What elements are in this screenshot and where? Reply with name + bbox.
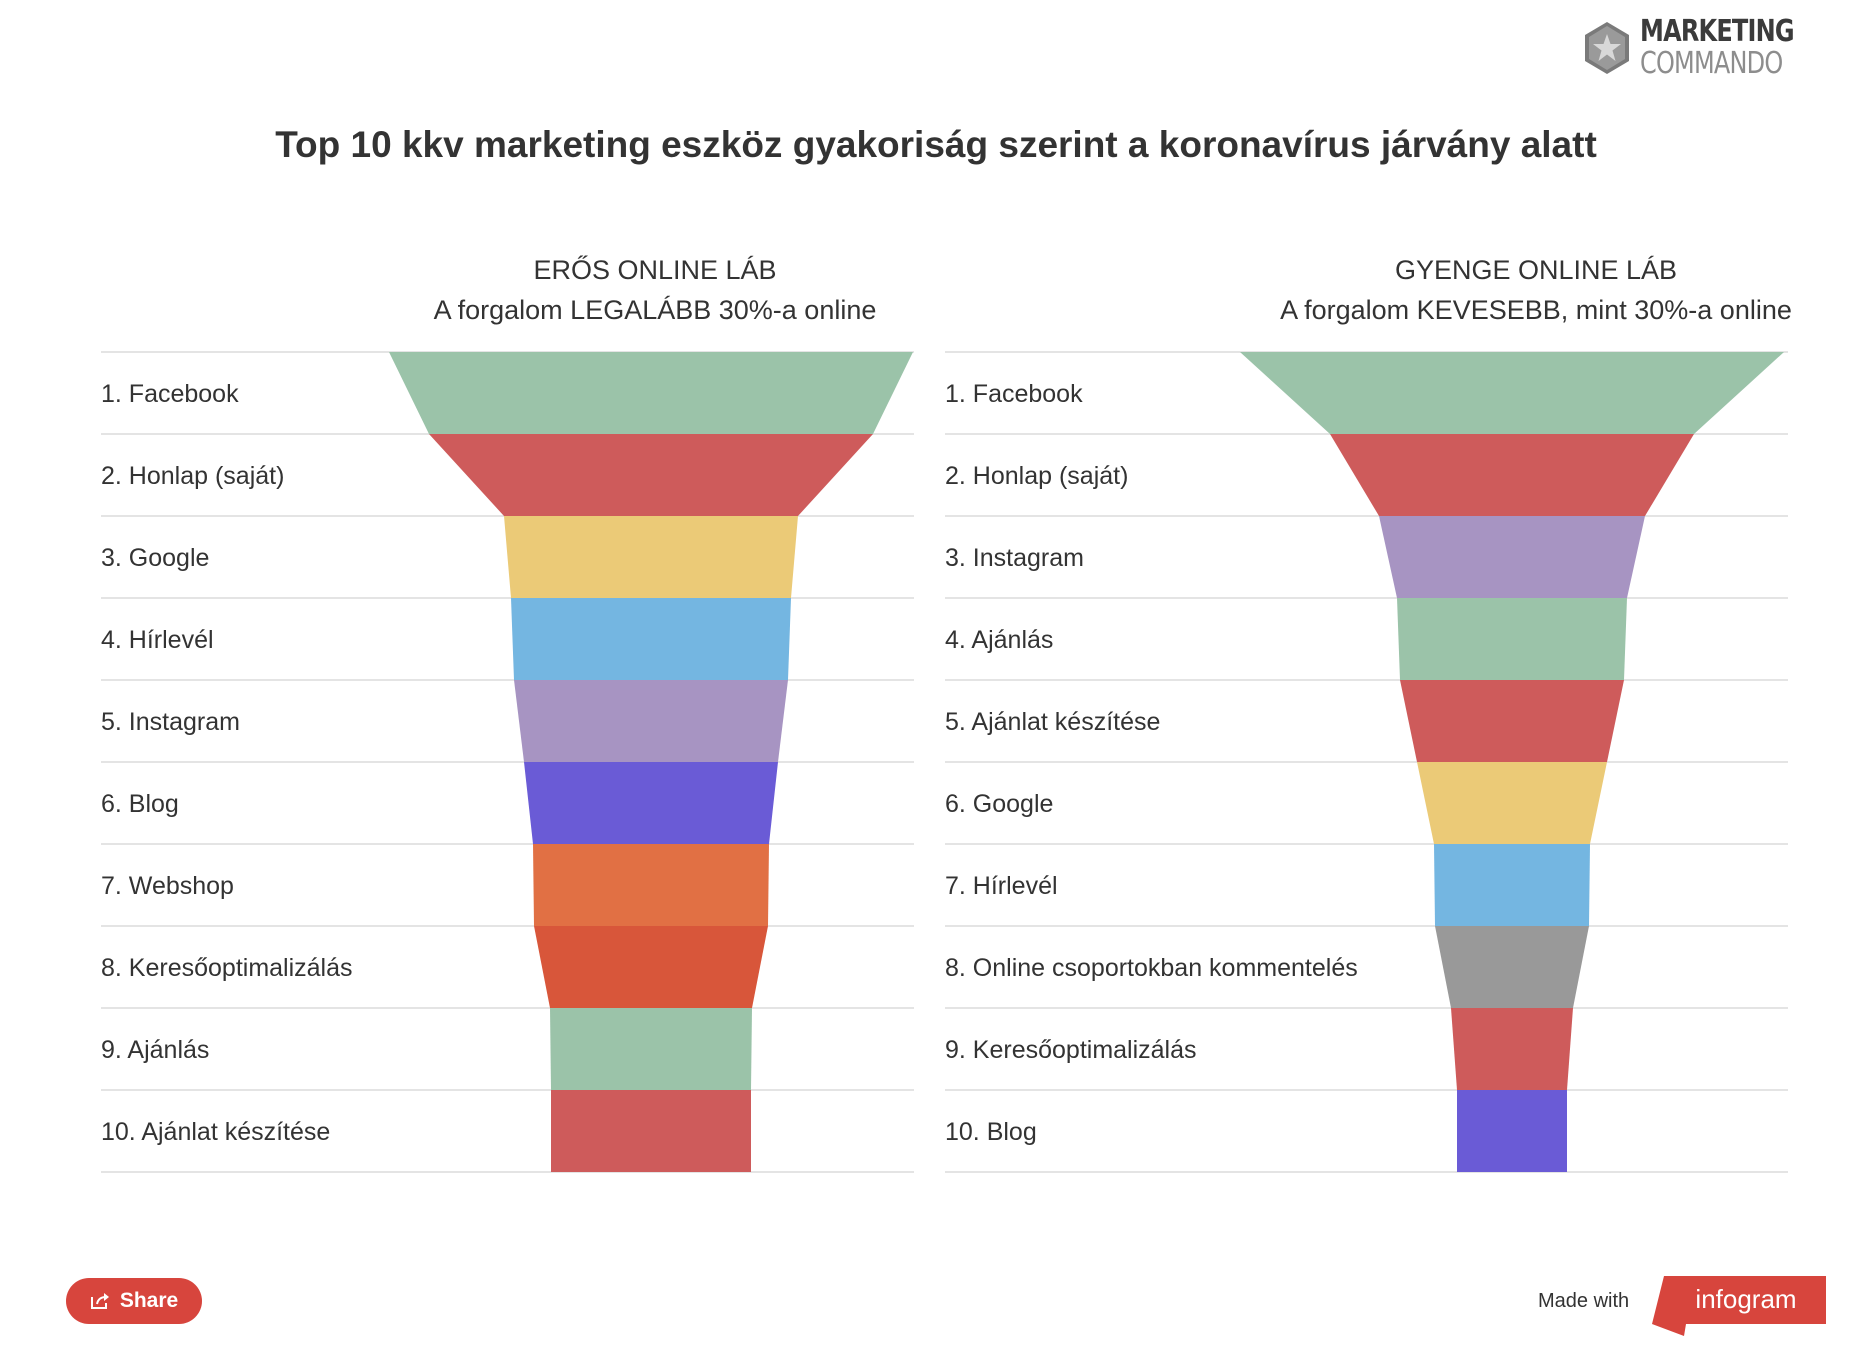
share-icon <box>90 1293 109 1309</box>
category-label: 4. Hírlevél <box>101 626 214 654</box>
share-button[interactable]: Share <box>66 1278 202 1324</box>
category-label: 8. Keresőoptimalizálás <box>101 954 353 982</box>
category-label: 7. Webshop <box>101 872 234 900</box>
funnel-segment <box>1435 926 1589 1008</box>
funnel-segment <box>533 844 769 926</box>
category-label: 4. Ajánlás <box>945 626 1053 654</box>
marketing-commando-logo: MARKETING COMMANDO <box>1582 14 1832 82</box>
funnel-segment <box>389 352 913 434</box>
funnel-segment <box>1457 1090 1567 1172</box>
funnel-segment <box>1400 680 1624 762</box>
category-label: 5. Ajánlat készítése <box>945 708 1160 736</box>
funnel-segment <box>1451 1008 1573 1090</box>
category-label: 3. Google <box>101 544 209 572</box>
page-title: Top 10 kkv marketing eszköz gyakoriság s… <box>275 124 1597 165</box>
infogram-label: infogram <box>1695 1284 1796 1314</box>
funnel-title-line1: ERŐS ONLINE LÁB <box>533 254 776 285</box>
funnel-segment <box>1330 434 1694 516</box>
category-label: 1. Facebook <box>945 380 1083 408</box>
made-with-text: Made with <box>1538 1290 1630 1312</box>
funnel-segment <box>550 1008 752 1090</box>
funnel-title-line2: A forgalom KEVESEBB, mint 30%-a online <box>1280 295 1792 325</box>
funnel-segment <box>524 762 778 844</box>
category-label: 6. Blog <box>101 790 179 818</box>
infogram-badge[interactable]: infogram <box>1652 1274 1828 1338</box>
funnel-segment <box>429 434 873 516</box>
category-label: 2. Honlap (saját) <box>945 462 1128 490</box>
funnel-segment <box>504 516 798 598</box>
funnel-segment <box>1240 352 1784 434</box>
funnel-title-line1: GYENGE ONLINE LÁB <box>1395 255 1677 285</box>
category-label: 1. Facebook <box>101 380 239 408</box>
funnel-segment <box>1397 598 1627 680</box>
category-label: 3. Instagram <box>945 544 1084 572</box>
category-label: 7. Hírlevél <box>945 872 1058 900</box>
category-label: 9. Keresőoptimalizálás <box>945 1036 1197 1064</box>
funnel-segment <box>534 926 768 1008</box>
category-label: 8. Online csoportokban kommentelés <box>945 954 1358 982</box>
share-label: Share <box>119 1289 179 1312</box>
category-label: 2. Honlap (saját) <box>101 462 284 490</box>
logo-line2: COMMANDO <box>1639 46 1783 81</box>
category-label: 6. Google <box>945 790 1053 818</box>
funnel-segment <box>551 1090 751 1172</box>
funnel-segment <box>1434 844 1590 926</box>
logo-line1: MARKETING <box>1639 14 1795 49</box>
category-label: 10. Ajánlat készítése <box>101 1118 330 1146</box>
funnel-segment <box>514 680 788 762</box>
category-label: 9. Ajánlás <box>101 1036 209 1064</box>
funnel-segment <box>511 598 791 680</box>
category-label: 10. Blog <box>945 1118 1037 1146</box>
star-badge-icon <box>1584 22 1629 74</box>
category-label: 5. Instagram <box>101 708 240 736</box>
funnel-segment <box>1379 516 1645 598</box>
funnel-segment <box>1417 762 1607 844</box>
funnel-title-line2: A forgalom LEGALÁBB 30%-a online <box>434 295 877 325</box>
